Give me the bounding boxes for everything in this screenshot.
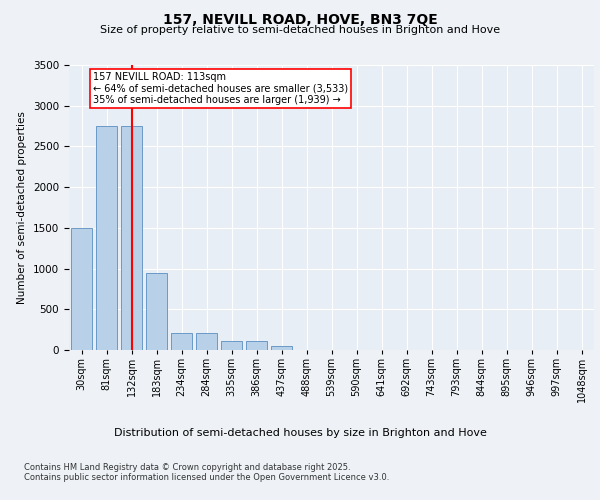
Y-axis label: Number of semi-detached properties: Number of semi-detached properties	[17, 111, 28, 304]
Text: Size of property relative to semi-detached houses in Brighton and Hove: Size of property relative to semi-detach…	[100, 25, 500, 35]
Bar	[196, 333, 217, 350]
Bar	[146, 272, 167, 350]
Bar	[121, 126, 142, 350]
Bar	[221, 341, 242, 350]
Bar	[96, 126, 117, 350]
Text: Contains HM Land Registry data © Crown copyright and database right 2025.: Contains HM Land Registry data © Crown c…	[24, 462, 350, 471]
Text: 157 NEVILL ROAD: 113sqm
← 64% of semi-detached houses are smaller (3,533)
35% of: 157 NEVILL ROAD: 113sqm ← 64% of semi-de…	[93, 72, 348, 104]
Bar	[246, 341, 267, 350]
Text: 157, NEVILL ROAD, HOVE, BN3 7QE: 157, NEVILL ROAD, HOVE, BN3 7QE	[163, 12, 437, 26]
Text: Distribution of semi-detached houses by size in Brighton and Hove: Distribution of semi-detached houses by …	[113, 428, 487, 438]
Bar	[171, 333, 192, 350]
Bar	[271, 346, 292, 350]
Bar	[71, 228, 92, 350]
Text: Contains public sector information licensed under the Open Government Licence v3: Contains public sector information licen…	[24, 474, 389, 482]
